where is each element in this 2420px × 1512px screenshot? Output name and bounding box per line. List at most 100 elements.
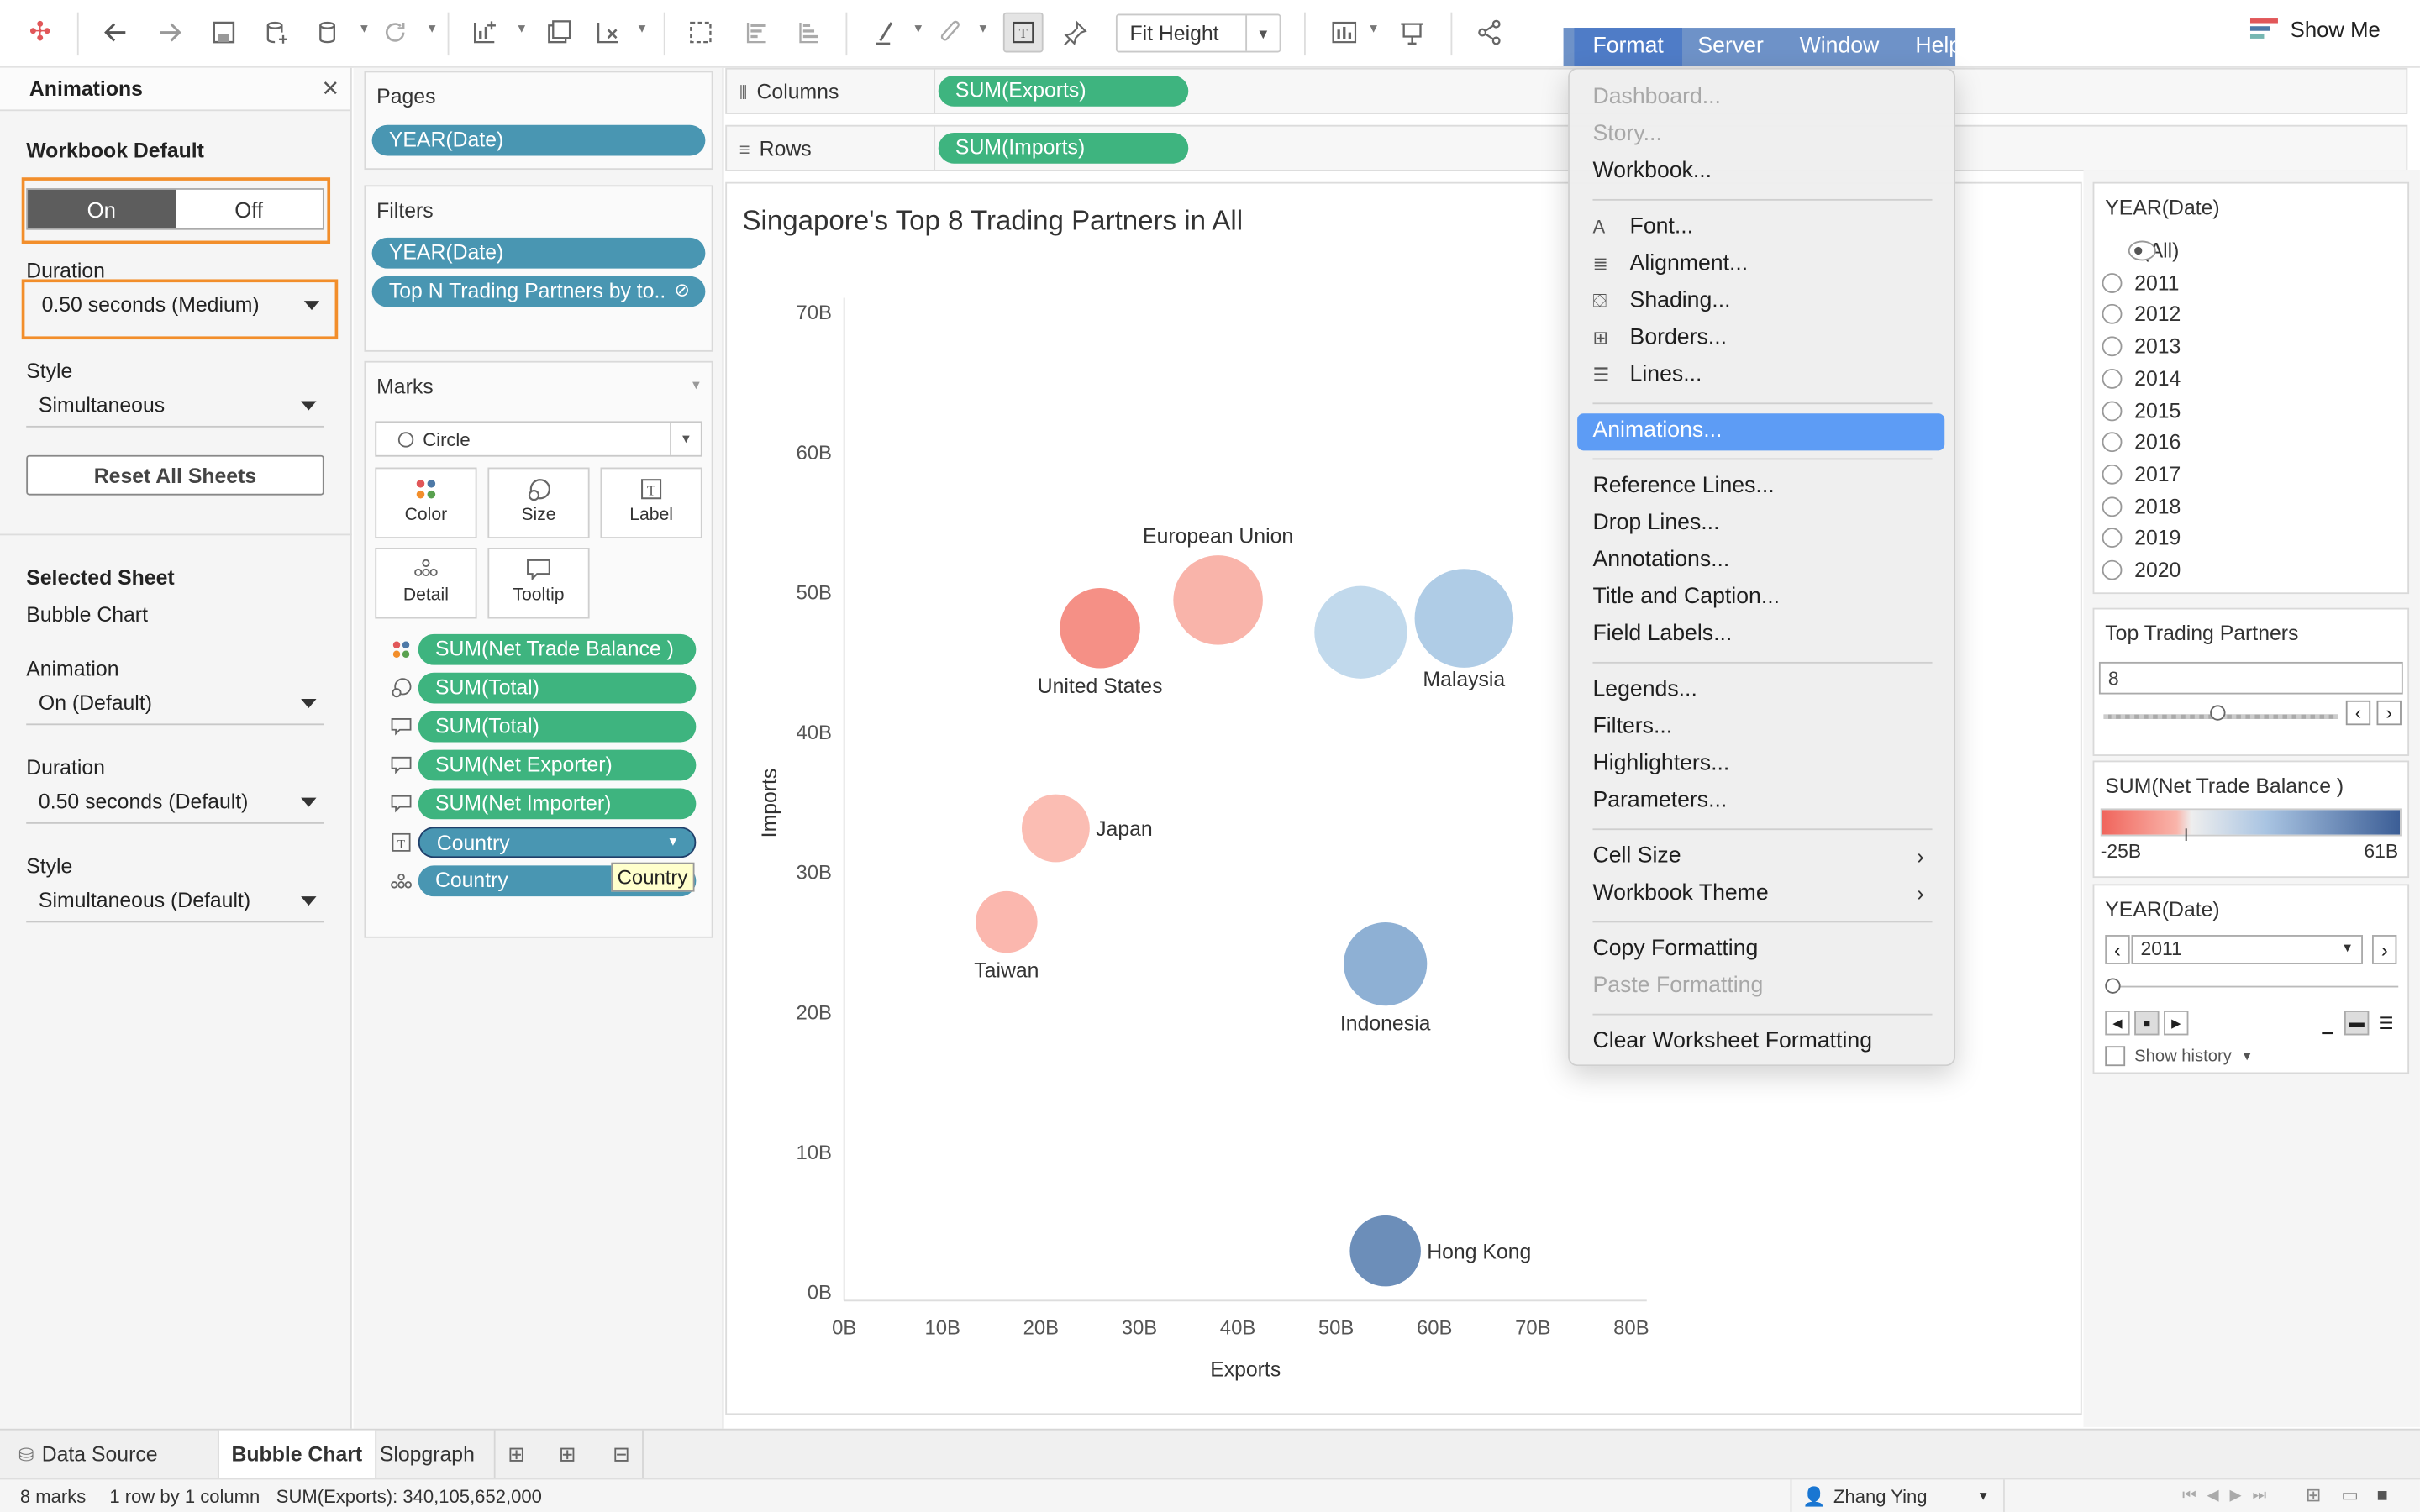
chevron-down-icon[interactable]: ▼: [2240, 1048, 2254, 1063]
year-option[interactable]: 2012: [2102, 303, 2181, 326]
bubble-mark[interactable]: [1414, 569, 1514, 668]
mark-field-tooltip[interactable]: SUM(Total): [418, 711, 697, 743]
tab-bubble-chart[interactable]: Bubble Chart: [217, 1430, 376, 1478]
sheet-style-dropdown[interactable]: Simultaneous (Default): [26, 883, 324, 923]
filmstrip-icon[interactable]: ▭: [2341, 1483, 2360, 1506]
rows-pill[interactable]: SUM(Imports): [938, 132, 1189, 164]
chevron-down-icon[interactable]: ▼: [666, 834, 680, 849]
menu-item-cell-size[interactable]: Cell Size ›: [1592, 843, 1924, 869]
bubble-mark[interactable]: [1344, 922, 1428, 1006]
menu-item-font[interactable]: A Font...: [1592, 214, 1693, 239]
mark-field-label[interactable]: Country ▼: [418, 827, 697, 858]
bubble-chart[interactable]: 0B 10B 20B 30B 40B 50B 60B 70B 0B 10B 20B 30B 40B 50B…: [727, 184, 2083, 1417]
menu-item-workbook-theme[interactable]: Workbook Theme ›: [1592, 880, 1924, 906]
year-option[interactable]: 2013: [2102, 335, 2181, 358]
duration-dropdown[interactable]: 0.50 seconds (Medium): [29, 287, 327, 328]
swap-rows-columns-icon[interactable]: [684, 14, 718, 51]
radio-button[interactable]: [2102, 559, 2123, 580]
chevron-down-icon[interactable]: ▼: [690, 377, 702, 392]
menu-item-drop-lines[interactable]: Drop Lines...: [1592, 511, 1719, 535]
year-option[interactable]: (All): [2102, 239, 2179, 262]
menu-item-field-labels[interactable]: Field Labels...: [1592, 622, 1732, 646]
menu-item-parameters[interactable]: Parameters...: [1592, 789, 1727, 813]
refresh-icon[interactable]: [378, 14, 412, 51]
sort-ascending-icon[interactable]: [739, 14, 773, 51]
data-source-tab[interactable]: ⛁ Data Source: [6, 1431, 170, 1478]
fix-axes-icon[interactable]: [1059, 14, 1092, 51]
sheet-sorter-icon[interactable]: ⊞: [2306, 1483, 2322, 1506]
menu-help[interactable]: Help: [1915, 34, 1955, 59]
detail-button[interactable]: Detail: [375, 548, 477, 619]
reset-all-sheets-button[interactable]: Reset All Sheets: [26, 454, 324, 496]
datasource-options-icon[interactable]: [312, 14, 345, 51]
year-option[interactable]: 2019: [2102, 527, 2181, 549]
menu-server[interactable]: Server: [1697, 34, 1764, 59]
chevron-left-icon[interactable]: ‹: [2105, 935, 2130, 964]
menu-item-annotations[interactable]: Annotations...: [1592, 548, 1729, 572]
mark-field-size[interactable]: SUM(Total): [418, 672, 697, 704]
menu-item-title-and-caption[interactable]: Title and Caption...: [1592, 585, 1780, 609]
pages-pill[interactable]: YEAR(Date): [371, 124, 706, 156]
tab-slopgraph[interactable]: Slopgraph: [379, 1442, 475, 1466]
save-icon[interactable]: [207, 14, 240, 51]
columns-pill[interactable]: SUM(Exports): [938, 75, 1189, 107]
new-worksheet-icon[interactable]: ⊞: [493, 1430, 538, 1478]
menu-item-borders[interactable]: ⊞ Borders...: [1592, 326, 1727, 350]
radio-button[interactable]: [2102, 272, 2123, 293]
speed-slow-icon[interactable]: ▁: [2322, 1018, 2333, 1034]
menu-item-filters[interactable]: Filters...: [1592, 714, 1672, 738]
slider-handle[interactable]: [2105, 978, 2121, 994]
color-button[interactable]: Color: [375, 467, 477, 539]
radio-button[interactable]: [2102, 400, 2123, 421]
toggle-on-button[interactable]: On: [28, 189, 176, 228]
new-dashboard-icon[interactable]: ⊞: [558, 1441, 576, 1465]
show-me-button[interactable]: Show Me: [2249, 17, 2381, 42]
clear-sheet-icon[interactable]: [591, 14, 624, 51]
chevron-left-icon[interactable]: ‹: [2345, 700, 2371, 726]
year-option[interactable]: 2018: [2102, 495, 2181, 517]
show-cards-icon[interactable]: [1328, 14, 1361, 51]
menu-item-workbook[interactable]: Workbook...: [1592, 159, 1712, 183]
top-partners-input[interactable]: 8: [2098, 661, 2403, 695]
year-option[interactable]: 2016: [2102, 431, 2181, 454]
menu-item-highlighters[interactable]: Highlighters...: [1592, 751, 1729, 775]
radio-button[interactable]: [2102, 528, 2123, 549]
filter-pill-year[interactable]: YEAR(Date): [371, 237, 706, 269]
share-icon[interactable]: [1472, 14, 1506, 51]
year-option[interactable]: 2014: [2102, 367, 2181, 390]
tableau-logo-icon[interactable]: ✣: [29, 17, 51, 47]
new-worksheet-icon[interactable]: [468, 14, 502, 51]
speed-medium-icon[interactable]: ▬: [2344, 1011, 2370, 1036]
fit-dropdown[interactable]: Fit Height ▼: [1115, 13, 1281, 53]
bubble-mark[interactable]: [1060, 587, 1140, 669]
new-story-icon[interactable]: ⊟: [600, 1430, 644, 1478]
bubble-mark[interactable]: [1022, 794, 1090, 863]
show-mark-labels-icon[interactable]: T: [1002, 12, 1044, 53]
page-value-dropdown[interactable]: 2011 ▼: [2131, 935, 2363, 964]
chevron-down-icon[interactable]: ▼: [1976, 1488, 1990, 1503]
year-option[interactable]: 2020: [2102, 559, 2181, 581]
toggle-off-button[interactable]: Off: [175, 189, 323, 228]
size-button[interactable]: Size: [487, 467, 590, 539]
radio-button[interactable]: [2102, 368, 2123, 389]
stop-icon[interactable]: ■: [2134, 1011, 2160, 1036]
show-history-checkbox[interactable]: [2105, 1046, 2126, 1067]
undo-icon[interactable]: [99, 14, 133, 51]
menu-item-alignment[interactable]: ≣ Alignment...: [1592, 251, 1748, 276]
group-members-icon[interactable]: [934, 14, 967, 51]
tooltip-button[interactable]: Tooltip: [487, 548, 590, 619]
sheet-duration-dropdown[interactable]: 0.50 seconds (Default): [26, 784, 324, 824]
style-dropdown[interactable]: Simultaneous: [26, 387, 324, 428]
speed-fast-icon[interactable]: ☰: [2378, 1014, 2394, 1033]
redo-icon[interactable]: [153, 14, 187, 51]
year-option[interactable]: 2011: [2102, 271, 2179, 294]
menu-item-lines[interactable]: ☰ Lines...: [1592, 363, 1702, 387]
slider-handle[interactable]: [2210, 705, 2226, 721]
radio-button[interactable]: [2102, 432, 2123, 453]
menu-item-animations[interactable]: Animations...: [1577, 413, 1945, 451]
mark-field-tooltip[interactable]: SUM(Net Exporter): [418, 749, 697, 781]
year-option[interactable]: 2015: [2102, 399, 2181, 422]
menu-item-clear-worksheet-formatting[interactable]: Clear Worksheet Formatting: [1592, 1029, 1872, 1053]
bubble-mark[interactable]: [976, 890, 1038, 953]
play-forward-icon[interactable]: ▶: [2164, 1011, 2189, 1036]
